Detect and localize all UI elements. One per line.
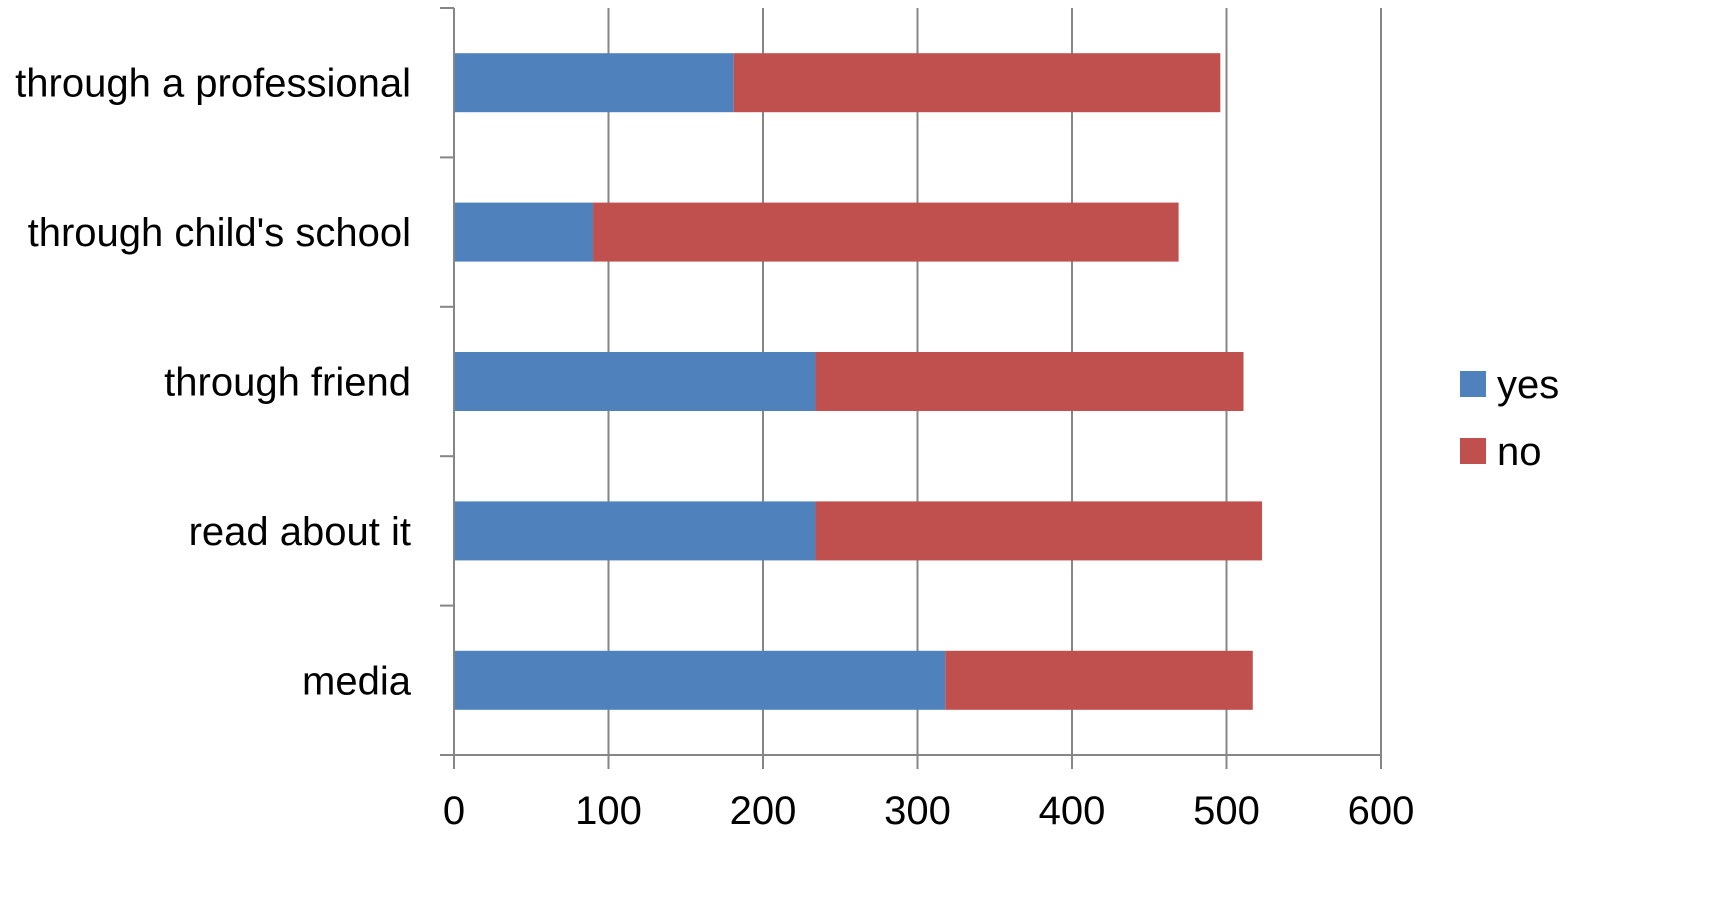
y-tick-label: through child's school [28, 211, 411, 255]
x-tick-label: 400 [1039, 789, 1106, 833]
legend-swatch-no [1460, 438, 1486, 464]
legend-label-yes: yes [1497, 363, 1559, 407]
x-tick-label: 100 [575, 789, 642, 833]
bar-yes-2 [454, 352, 816, 411]
bar-yes-3 [454, 501, 816, 561]
legend-swatch-yes [1460, 371, 1486, 397]
legend-label-no: no [1497, 430, 1542, 474]
bar-no-2 [815, 352, 1244, 411]
x-tick-label: 300 [884, 789, 951, 833]
bar-no-0 [733, 53, 1221, 113]
bar-no-1 [593, 202, 1179, 262]
x-tick-label: 500 [1193, 789, 1260, 833]
bar-no-4 [945, 650, 1253, 710]
axes [440, 7, 1382, 769]
bars [454, 53, 1263, 710]
x-tick-label: 0 [443, 789, 465, 833]
bar-no-3 [815, 501, 1263, 561]
bar-yes-1 [454, 202, 594, 262]
x-tick-label: 600 [1348, 789, 1415, 833]
legend: yes no [1460, 363, 1559, 474]
x-tick-label: 200 [730, 789, 797, 833]
tick-labels: through a professional through child's sc… [15, 62, 1414, 833]
y-tick-label: media [302, 659, 412, 703]
y-tick-label: through friend [164, 361, 411, 405]
y-tick-label: through a professional [15, 62, 411, 106]
y-tick-label: read about it [189, 510, 411, 554]
bar-yes-0 [454, 53, 734, 113]
bar-yes-4 [454, 650, 946, 710]
